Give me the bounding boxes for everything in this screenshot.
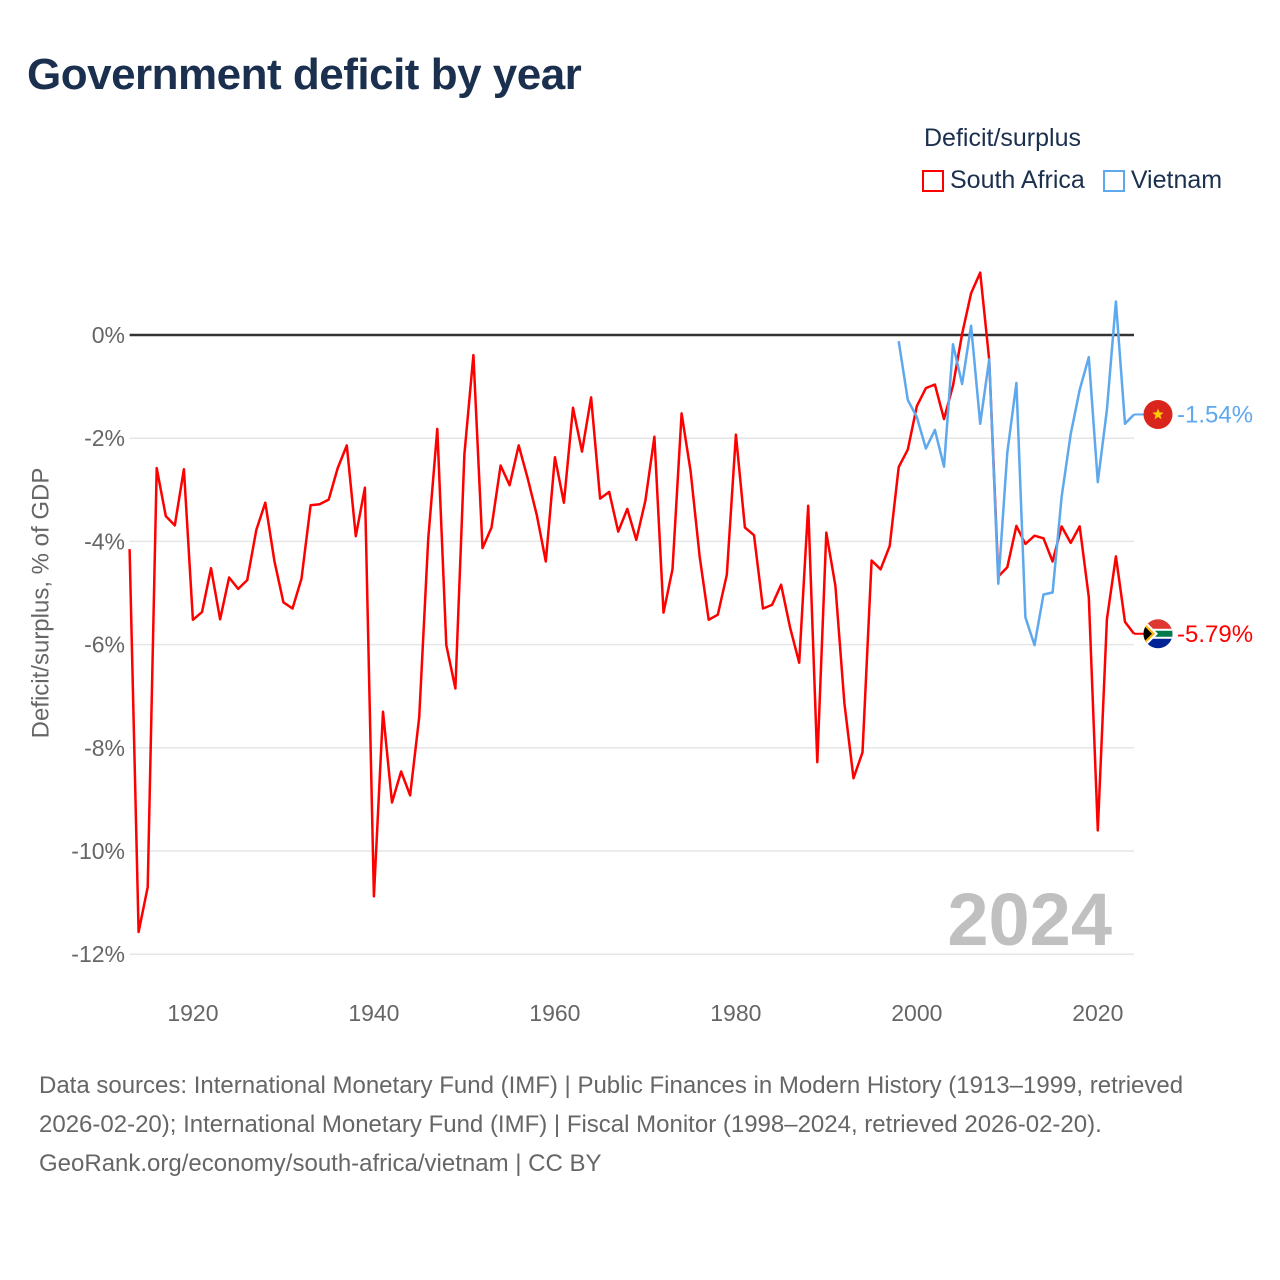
vietnam-flag-icon xyxy=(1143,399,1173,429)
legend-label-south-africa: South Africa xyxy=(950,166,1085,194)
series-line-vietnam[interactable] xyxy=(897,300,1135,647)
legend-title: Deficit/surplus xyxy=(924,124,1081,152)
x-tick-label: 1960 xyxy=(529,1000,580,1026)
y-axis-title: Deficit/surplus, % of GDP xyxy=(27,468,54,739)
data-sources: Data sources: International Monetary Fun… xyxy=(39,1072,1184,1138)
series-line-south-africa[interactable] xyxy=(128,271,1135,934)
chart-title: Government deficit by year xyxy=(27,50,582,99)
south-africa-flag-icon xyxy=(1143,619,1173,649)
series-end-labels: -5.79% -1.54% xyxy=(1134,399,1253,649)
year-watermark: 2024 xyxy=(947,878,1112,961)
y-tick-label: -6% xyxy=(84,632,125,658)
end-value-label-south-africa: -5.79% xyxy=(1177,621,1253,648)
legend-swatch-south-africa xyxy=(922,169,944,192)
x-tick-label: 1940 xyxy=(348,1000,399,1026)
series-lines xyxy=(128,271,1135,934)
x-tick-label: 1980 xyxy=(710,1000,761,1026)
y-tick-label: -8% xyxy=(84,735,125,761)
x-axis-ticks: 1920 1940 1960 1980 2000 2020 xyxy=(167,1000,1123,1026)
legend-item-south-africa[interactable]: South Africa xyxy=(922,166,1085,195)
credit-link[interactable]: GeoRank.org/economy/south-africa/vietnam… xyxy=(39,1150,602,1177)
y-tick-label: -4% xyxy=(84,528,125,554)
end-value-label-vietnam: -1.54% xyxy=(1177,401,1253,428)
legend-label-vietnam: Vietnam xyxy=(1130,166,1223,194)
legend: South Africa Vietnam xyxy=(922,166,1222,195)
y-tick-label: -12% xyxy=(71,941,125,967)
legend-item-vietnam[interactable]: Vietnam xyxy=(1102,166,1223,195)
y-tick-label: -10% xyxy=(71,838,125,864)
legend-swatch-vietnam xyxy=(1102,169,1125,192)
x-tick-label: 2000 xyxy=(891,1000,942,1026)
gridlines xyxy=(129,437,1134,955)
x-tick-label: 1920 xyxy=(167,1000,218,1026)
y-tick-label: -2% xyxy=(84,425,125,451)
footer: Data sources: International Monetary Fun… xyxy=(39,1066,1239,1183)
x-tick-label: 2020 xyxy=(1072,1000,1123,1026)
y-axis-ticks: 0% -2% -4% -6% -8% -10% -12% xyxy=(71,322,125,967)
y-tick-label: 0% xyxy=(92,322,125,348)
